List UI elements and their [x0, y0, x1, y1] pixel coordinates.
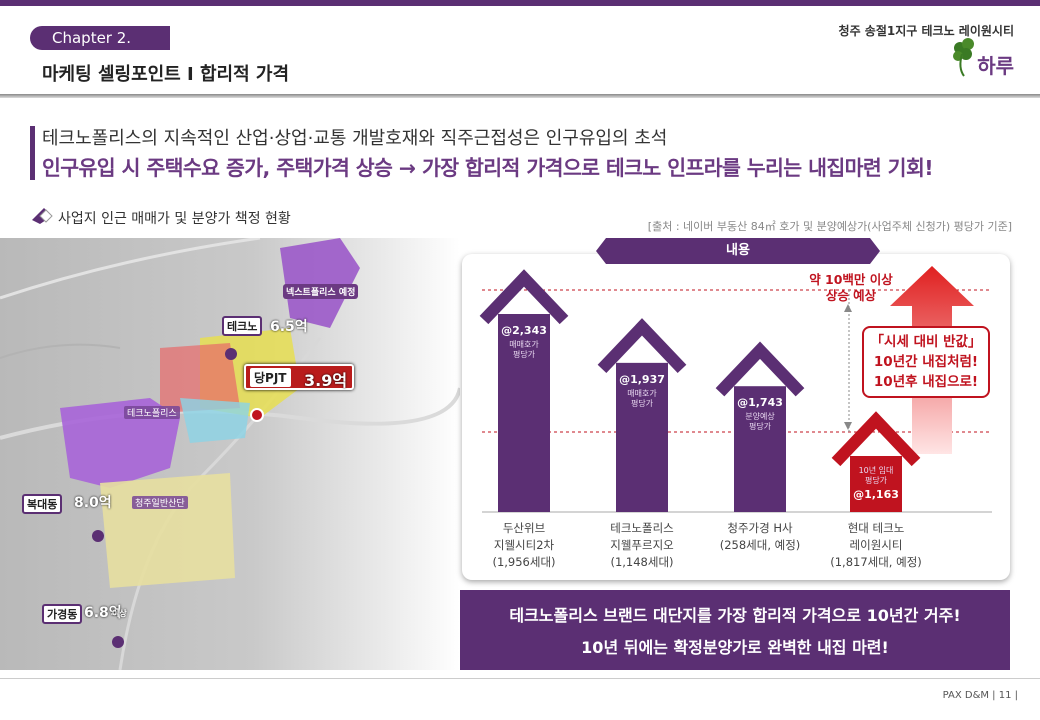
chapter-label: Chapter 2.	[30, 26, 170, 50]
half-price-callout: 「시세 대비 반값」 10년간 내집처럼! 10년후 내집으로!	[862, 326, 990, 398]
marker-techno-price: 6.5억	[270, 319, 308, 335]
marker-gagyeong-pin	[112, 636, 124, 648]
project-name: 당PJT	[250, 368, 291, 387]
category-label-3-line-1: 청주가경 H사	[727, 521, 793, 535]
house-bar-2	[616, 362, 668, 512]
headline-line2: 인구유입 시 주택수요 증가, 주택가격 상승 → 가장 합리적 가격으로 테크…	[42, 156, 934, 180]
house-caption-1: 매매호가 평당가	[494, 340, 554, 360]
marker-gagyeong-price: 6.8억	[84, 605, 122, 621]
brand-logo-text: 하루	[977, 54, 1014, 78]
category-label-4-line-2: 레이원시티	[849, 538, 903, 552]
category-label-2-line-3: (1,148세대)	[610, 555, 674, 569]
location-map: 넥스트폴리스 예정 테크노폴리스 청주일반산단 테크노 6.5억 복대동 8.0…	[0, 238, 460, 670]
category-label-4-line-3: (1,817세대, 예정)	[830, 555, 922, 569]
callout-line2: 10년간 내집처럼!	[873, 354, 979, 370]
rise-annotation-line1: 약 10백만 이상	[809, 272, 893, 287]
project-price: 3.9억	[304, 371, 348, 390]
summary-line1: 테크노폴리스 브랜드 대단지를 가장 합리적 가격으로 10년간 거주!	[509, 606, 961, 625]
category-label-4-line-1: 현대 테크노	[847, 521, 905, 535]
house-roof-1	[479, 269, 569, 325]
clover-logo-icon	[953, 38, 974, 77]
marker-bokdae-price: 8.0억	[74, 495, 112, 511]
house-caption-4-line-2: 평당가	[864, 476, 888, 485]
rise-annotation: 약 10백만 이상 상승 예상	[796, 272, 906, 304]
rise-arrow-up	[844, 304, 852, 312]
house-caption-3: 분양예상 평당가	[730, 412, 790, 432]
rise-annotation-line2: 상승 예상	[825, 288, 877, 303]
house-caption-4-line-1: 10년 임대	[858, 466, 894, 475]
house-roof-2	[597, 318, 687, 373]
category-label-1-line-2: 지웰시티2차	[493, 538, 555, 552]
map-label-techno-polis: 테크노폴리스	[124, 406, 180, 419]
section-title: 마케팅 셀링포인트 I 합리적 가격	[42, 64, 290, 85]
project-marker: 당PJT 3.9억	[244, 364, 354, 390]
map-subtitle: 사업지 인근 매매가 및 분양가 책정 현황	[58, 211, 291, 227]
house-caption-2: 매매호가 평당가	[612, 389, 672, 409]
category-label-2-line-1: 테크노폴리스	[610, 521, 674, 535]
house-bar-3	[734, 386, 786, 512]
panel-tab: 내용	[596, 238, 880, 264]
house-caption-3-line-1: 분양예상	[745, 412, 775, 422]
headline-line1: 테크노폴리스의 지속적인 산업·상업·교통 개발호재와 직주근접성은 인구유입의…	[42, 128, 668, 149]
project-pin	[250, 408, 264, 422]
marker-bokdae-tag: 복대동	[22, 494, 63, 514]
pencil-bullet-icon	[32, 208, 53, 224]
house-caption-3-line-2: 평당가	[748, 422, 772, 432]
marker-gagyeong-suffix: 이상	[112, 609, 127, 618]
page-footer: PAX D&M | 11 |	[942, 690, 1018, 701]
house-value-1: @2,343	[501, 324, 547, 337]
category-label-1-line-1: 두산위브	[502, 521, 546, 535]
marker-techno-tag: 테크노	[222, 316, 263, 336]
house-caption-2-line-2: 평당가	[630, 398, 654, 408]
top-accent-bar	[0, 0, 1040, 6]
house-value-3: @1,743	[737, 396, 783, 410]
house-caption-2-line-1: 매매호가	[627, 388, 657, 398]
callout-line1: 「시세 대비 반값」	[870, 334, 982, 350]
category-label-2-line-2: 지웰푸르지오	[610, 538, 674, 552]
house-caption-1-line-2: 평당가	[512, 350, 536, 359]
rise-arrow-down	[844, 422, 852, 430]
house-caption-4: 10년 임대 평당가	[846, 466, 906, 486]
house-roof-3	[715, 341, 805, 397]
footer-divider	[0, 678, 1040, 679]
callout-line3: 10년후 내집으로!	[873, 374, 979, 390]
summary-banner: 테크노폴리스 브랜드 대단지를 가장 합리적 가격으로 10년간 거주! 10년…	[460, 590, 1010, 670]
house-bar-1	[498, 314, 550, 512]
map-label-next-polis: 넥스트폴리스 예정	[283, 284, 359, 299]
category-label-3: 청주가경 H사 (258세대, 예정)	[700, 520, 820, 554]
source-note: [출처 : 네이버 부동산 84㎡ 호가 및 분양예상가(사업주체 신청가) 평…	[647, 220, 1012, 233]
house-bar-4	[850, 456, 902, 512]
marker-techno-pin	[225, 348, 237, 360]
house-value-2: @1,937	[619, 372, 665, 386]
category-label-1-line-3: (1,956세대)	[492, 555, 556, 569]
house-value-4: @1,163	[853, 488, 899, 501]
header-divider	[0, 94, 1040, 98]
headline-accent-bar	[30, 126, 35, 180]
house-caption-1-line-1: 매매호가	[509, 340, 539, 349]
marker-gagyeong-tag: 가경동	[42, 604, 83, 624]
price-chart	[479, 266, 992, 513]
category-label-3-line-2: (258세대, 예정)	[719, 538, 801, 552]
marker-bokdae-pin	[92, 530, 104, 542]
house-roof-4	[831, 411, 921, 467]
brand-name: 청주 송절1지구 테크노 레이원시티	[838, 24, 1014, 38]
summary-line2: 10년 뒤에는 확정분양가로 완벽한 내집 마련!	[581, 638, 889, 657]
map-label-industrial-complex: 청주일반산단	[132, 496, 188, 509]
